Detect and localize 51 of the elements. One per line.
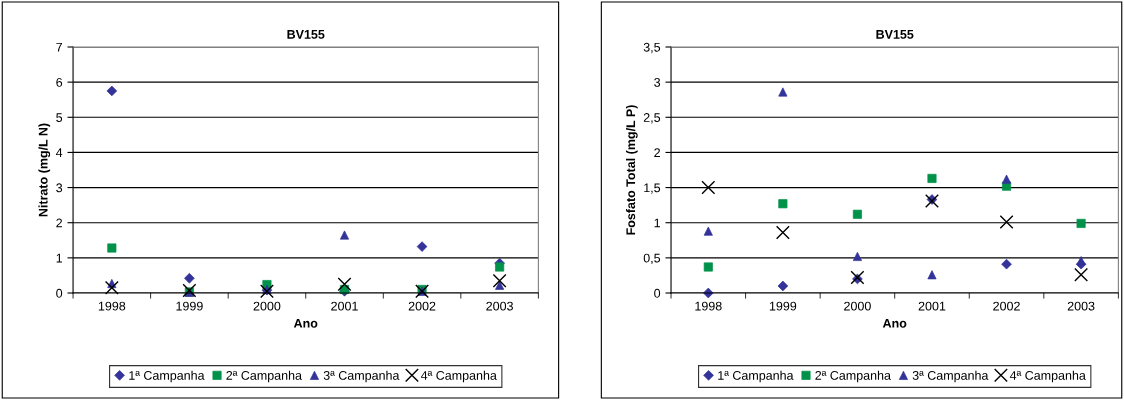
y-tick-label: 5: [56, 113, 63, 122]
point: [701, 180, 716, 195]
y-tick-label: 4: [55, 148, 63, 157]
legend-label: 1ª Campanha: [718, 370, 794, 383]
y-axis-title: Nitrato (mg/L N): [38, 123, 51, 217]
y-tick-label: 1: [56, 253, 63, 263]
point: [104, 280, 119, 295]
x-tick-label: 1999: [769, 301, 797, 311]
chart-title: BV155: [287, 30, 325, 39]
y-tick-label: 1,5: [644, 183, 661, 194]
x-tick-label: 2003: [486, 301, 513, 311]
y-tick-label: 3: [654, 77, 661, 87]
legend-label: 2ª Campanha: [815, 370, 891, 383]
legend-label: 4ª Campanha: [420, 370, 497, 383]
legend-label: 1ª Campanha: [129, 370, 205, 383]
y-tick-label: 2: [56, 218, 63, 228]
y-tick-label: 3: [56, 183, 63, 193]
y-axis-title: Fosfato Total (mg/L P): [625, 105, 638, 235]
y-tick-label: 7: [56, 42, 63, 52]
y-tick-label: 3,5: [643, 42, 661, 54]
point: [852, 251, 862, 261]
x-tick-label: 1998: [695, 301, 722, 311]
x-tick-label: 2001: [331, 301, 358, 311]
point: [1074, 267, 1089, 282]
y-tick-label: 2,5: [643, 113, 661, 124]
x-tick-label: 2002: [408, 301, 436, 311]
x-tick-label: 2000: [844, 301, 871, 311]
x-tick-label: 2000: [253, 301, 281, 311]
point: [182, 283, 197, 298]
point: [492, 273, 507, 288]
x-axis-title: Ano: [293, 319, 318, 328]
x-tick-label: 2003: [1067, 301, 1095, 311]
chart-title: BV155: [876, 30, 914, 39]
point: [775, 225, 790, 240]
y-tick-label: 6: [56, 77, 63, 87]
point: [337, 277, 352, 292]
y-tick-label: 0: [654, 288, 661, 298]
legend-label: 2ª Campanha: [226, 370, 302, 383]
point: [999, 215, 1014, 229]
legend-label: 3ª Campanha: [912, 370, 989, 383]
x-tick-label: 2002: [993, 301, 1020, 311]
y-tick-label: 0,5: [643, 253, 661, 264]
x-tick-label: 1998: [98, 301, 126, 311]
y-tick-label: 0: [56, 288, 63, 298]
y-tick-label: 1: [654, 218, 660, 228]
x-tick-label: 2001: [918, 301, 946, 311]
legend-label: 3ª Campanha: [323, 370, 400, 383]
legend-label: 4ª Campanha: [1009, 370, 1086, 383]
y-tick-label: 2: [654, 148, 660, 157]
x-axis-title: Ano: [882, 319, 907, 328]
x-tick-label: 1999: [176, 301, 203, 311]
